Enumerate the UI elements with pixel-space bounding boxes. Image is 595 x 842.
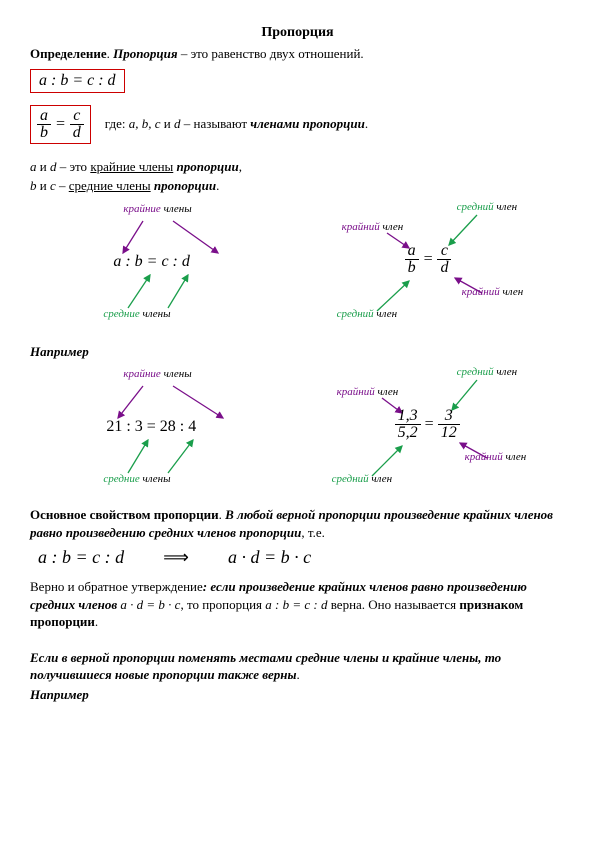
main-property: Основное свойством пропорции. В любой ве… [30, 506, 565, 541]
definition-line: Определение. Пропорция – это равенство д… [30, 45, 565, 63]
page-title: Пропорция [30, 25, 565, 41]
diagram-ratio-numbers: крайние члены 21 : 3 = 28 : 4 средние чл… [68, 368, 268, 488]
diagram-ratio-abcd: крайние члены a : b = c : d средние член… [68, 203, 268, 323]
label-krainie: крайние члены [123, 203, 191, 215]
diagram-fraction-abcd: средний член крайний член ab = cd крайни… [327, 203, 527, 323]
main-property-equation: a : b = c : d ⟹ a · d = b · c [38, 547, 565, 568]
expr-frac-abcd: ab = cd [405, 243, 452, 276]
label-sredni-bottom: средний член [337, 308, 397, 320]
label-kraini-right: крайний член [462, 286, 524, 298]
expr-numbers: 21 : 3 = 28 : 4 [106, 418, 196, 436]
label-srednie: средние члены [103, 308, 170, 320]
middle-line: b и c – средние члены пропорции. [30, 177, 565, 195]
label-sredni-top: средний член [457, 201, 517, 213]
members-text: где: a, b, c и d – называют членами проп… [105, 116, 368, 132]
label-krainie: крайние члены [123, 368, 191, 380]
label-kraini-left: крайний член [342, 221, 404, 233]
definition-label: Определение [30, 46, 107, 61]
swap-statement: Если в верной пропорции поменять местами… [30, 649, 565, 684]
example-header-2: Например [30, 686, 565, 704]
diagram-fraction-numbers: средний член крайний член 1,35,2 = 312 к… [327, 368, 527, 488]
label-srednie: средние члены [103, 473, 170, 485]
expr-frac-numbers: 1,35,2 = 312 [395, 408, 460, 441]
expr-abcd: a : b = c : d [113, 253, 190, 271]
example-header: Например [30, 343, 565, 361]
diagram-row-1: крайние члены a : b = c : d средние член… [30, 203, 565, 323]
extreme-line: a и d – это крайние члены пропорции, [30, 158, 565, 176]
diagram-row-2: крайние члены 21 : 3 = 28 : 4 средние чл… [30, 368, 565, 488]
label-sredni-top: средний член [457, 366, 517, 378]
label-sredni-bottom: средний член [332, 473, 392, 485]
ratio-box-fraction: ab = cd [30, 105, 91, 144]
label-kraini-right: крайний член [465, 451, 527, 463]
reverse-statement: Верно и обратное утверждение: если произ… [30, 578, 565, 631]
label-kraini-left: крайний член [337, 386, 399, 398]
ratio-box-inline: a : b = c : d [30, 69, 125, 93]
definition-term: Пропорция [113, 46, 178, 61]
